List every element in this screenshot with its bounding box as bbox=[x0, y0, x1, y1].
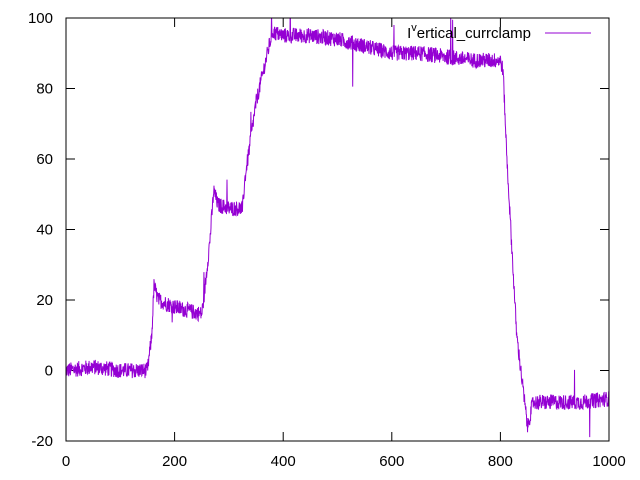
series-line-i-vertical-currclamp bbox=[66, 18, 609, 438]
y-tick-label-0: -20 bbox=[31, 433, 53, 450]
y-tick-label-1: 0 bbox=[45, 363, 53, 380]
y-tick-label-6: 100 bbox=[28, 10, 53, 27]
x-axis-ticks bbox=[65, 18, 610, 441]
y-tick-label-3: 40 bbox=[36, 222, 53, 239]
x-tick-label-0: 0 bbox=[62, 453, 70, 470]
y-tick-label-5: 80 bbox=[36, 81, 53, 98]
x-axis-tick-labels: 0 200 400 600 800 1000 bbox=[62, 453, 626, 470]
x-tick-label-1: 200 bbox=[162, 453, 187, 470]
plot-border bbox=[65, 17, 610, 442]
y-tick-label-2: 20 bbox=[36, 292, 53, 309]
y-axis-tick-labels: -20 0 20 40 60 80 100 bbox=[28, 10, 53, 450]
x-tick-label-3: 600 bbox=[379, 453, 404, 470]
x-tick-label-5: 1000 bbox=[592, 453, 625, 470]
legend: Ivertical_currclamp bbox=[407, 22, 591, 42]
legend-label: Ivertical_currclamp bbox=[407, 22, 531, 42]
x-tick-label-2: 400 bbox=[271, 453, 296, 470]
y-tick-label-4: 60 bbox=[36, 151, 53, 168]
x-tick-label-4: 800 bbox=[488, 453, 513, 470]
y-axis-ticks bbox=[66, 17, 609, 442]
